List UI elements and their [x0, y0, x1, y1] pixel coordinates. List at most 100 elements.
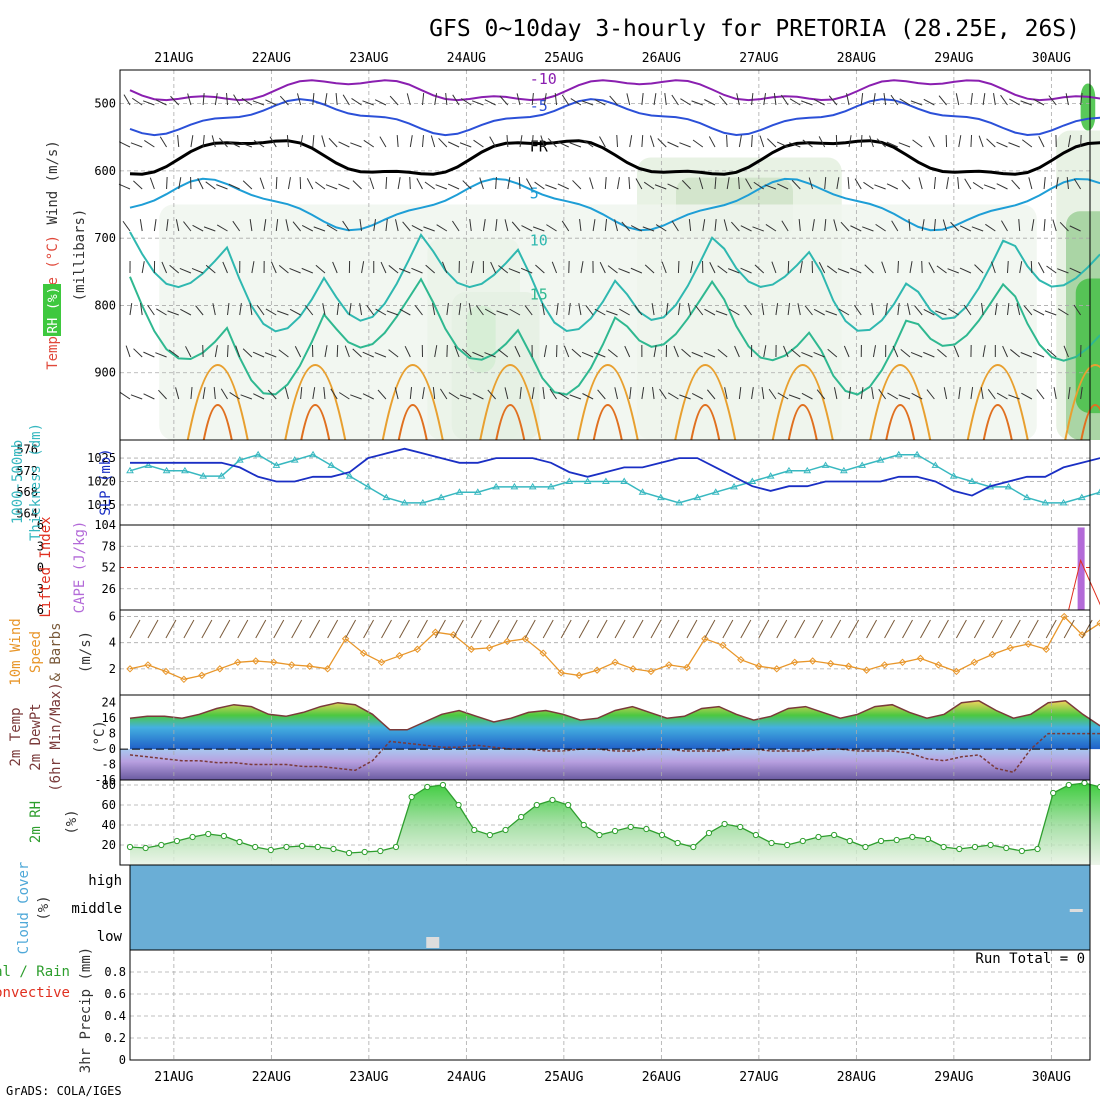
wind-barb	[883, 93, 887, 106]
cape-tick: 52	[102, 561, 116, 575]
wind-barb	[850, 225, 862, 232]
wind-barb	[892, 345, 899, 358]
wind-barb	[242, 180, 253, 190]
label-wind10c: & Barbs	[48, 622, 64, 681]
wind-barb	[342, 220, 350, 232]
wind-barb	[468, 303, 472, 316]
wind-barb	[846, 93, 850, 106]
rh-point	[674, 839, 681, 847]
rh-point	[1065, 781, 1072, 789]
wind-barb	[788, 142, 801, 148]
thickness-line	[129, 453, 1100, 504]
wind-barb	[531, 93, 534, 106]
wind-barb	[561, 94, 570, 106]
wind-barb	[671, 220, 679, 232]
thickness-point	[565, 477, 574, 484]
wind-barb	[764, 184, 777, 190]
wind-barb	[628, 176, 631, 190]
wind10-point	[557, 669, 565, 677]
wind-barb	[511, 221, 521, 232]
wind-barb	[301, 224, 314, 232]
wind-barb	[409, 176, 411, 190]
wind-barb	[227, 344, 229, 358]
wind10-point	[252, 657, 260, 665]
wind-barb	[361, 261, 365, 274]
wind10-point	[1024, 640, 1032, 648]
rh-point	[392, 843, 400, 851]
wind10-barb	[920, 619, 931, 639]
wind-barb	[1044, 310, 1057, 316]
wind-barb	[129, 303, 133, 316]
wind-barb	[1008, 394, 1020, 400]
wind-barb	[402, 221, 411, 232]
wind-barb	[808, 177, 813, 190]
upper-air-panel: 500 600 700 800 900 -10 -5 FR 5 10 15	[94, 69, 1100, 441]
wind-barb	[197, 178, 204, 190]
wind-barb	[609, 95, 618, 106]
rh-shade	[1080, 83, 1096, 131]
wind-barb	[619, 308, 630, 316]
wind-barb	[816, 389, 826, 400]
thickness-point	[711, 488, 720, 495]
wind-barb	[205, 264, 216, 274]
thickness-point	[400, 498, 409, 506]
wind10-barb	[794, 619, 806, 639]
wind-barb	[170, 95, 180, 106]
wind-barb	[386, 310, 399, 316]
wind-barb	[557, 183, 569, 190]
wind10-barb	[596, 619, 608, 639]
wind10-point	[216, 665, 224, 673]
wind-barb	[963, 304, 972, 316]
wind-barb	[363, 139, 375, 148]
thickness-point	[1077, 493, 1086, 501]
wind10-point	[270, 658, 278, 667]
wind-barb	[704, 99, 716, 106]
wind-barb	[203, 226, 216, 232]
thickness-point	[547, 482, 555, 490]
wind-barb	[667, 141, 679, 148]
wind-barb	[1019, 261, 1023, 274]
wind-barb	[679, 394, 691, 400]
svg-text:2m DewPt: 2m DewPt	[28, 703, 44, 770]
wind-barb	[875, 223, 886, 232]
wind-barb	[185, 346, 192, 358]
wind-barb	[219, 137, 228, 148]
rh-point	[502, 826, 509, 834]
wind-barb	[482, 219, 486, 232]
cloud-gap	[426, 937, 440, 948]
label-wind10: 10m Wind	[8, 618, 24, 685]
wind-barb	[751, 93, 754, 106]
wind-barb	[1053, 387, 1057, 400]
wind-barb	[558, 392, 570, 400]
wind10-barb	[722, 619, 734, 639]
cloud-fill	[130, 865, 1090, 950]
wind-barb	[430, 135, 436, 148]
wind-barb	[406, 93, 411, 106]
chart-title: GFS 0~10day 3-hourly for PRETORIA (28.25…	[429, 16, 1080, 42]
wind-barb	[1043, 218, 1046, 232]
wind10-barb	[704, 619, 716, 639]
wind10-barb	[902, 619, 913, 639]
wind-barb	[972, 182, 984, 190]
wind-barb	[872, 345, 877, 358]
wind-barb	[885, 303, 888, 316]
wind-barb	[1009, 98, 1020, 106]
wind-barb	[542, 387, 545, 400]
rh2m-panel: 20 40 60 80	[102, 778, 1100, 866]
date-label-bottom: 23AUG	[349, 1070, 388, 1085]
wind-barb	[1055, 177, 1059, 190]
thickness-point	[894, 450, 903, 458]
wind-barb	[475, 305, 484, 316]
wind10-barb	[866, 619, 878, 639]
label-precip: Total / Rain	[0, 964, 70, 980]
wind10-barb	[938, 619, 949, 639]
rh-point	[846, 837, 853, 845]
rh-point	[924, 835, 932, 843]
wind-barb	[425, 264, 436, 274]
wind-barb	[166, 219, 169, 232]
wind-barb	[833, 387, 838, 400]
wind-barb	[366, 304, 375, 316]
wind-barb	[847, 177, 850, 190]
wind-barb	[572, 180, 582, 190]
wind-barb	[519, 387, 522, 400]
